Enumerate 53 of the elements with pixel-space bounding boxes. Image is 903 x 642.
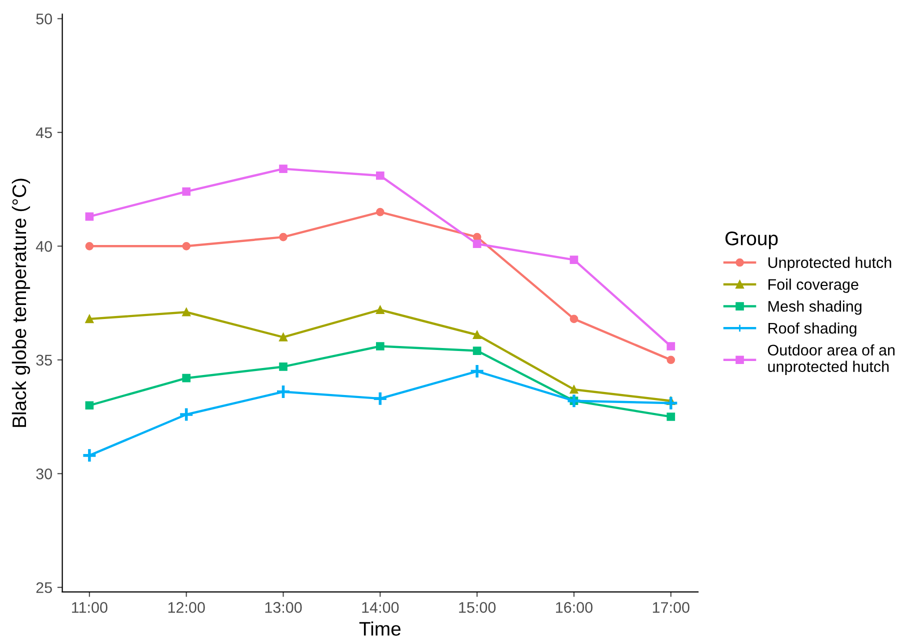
- point: [472, 346, 482, 355]
- x-tick-label: 14:00: [362, 602, 399, 613]
- point: [376, 208, 384, 216]
- x-tick-label: 15:00: [459, 602, 496, 613]
- y-tick-label: 40: [36, 241, 52, 252]
- point: [570, 314, 578, 324]
- point: [279, 164, 288, 173]
- point: [279, 332, 288, 342]
- y-tick-label: 35: [36, 354, 52, 366]
- point: [182, 308, 191, 316]
- point: [472, 240, 482, 248]
- point: [85, 314, 94, 324]
- point: [566, 393, 582, 408]
- point: [376, 171, 384, 180]
- point: [182, 187, 191, 196]
- point: [376, 306, 384, 314]
- point: [182, 374, 191, 382]
- x-tick-label: 13:00: [265, 602, 302, 613]
- x-axis-title: Time: [359, 621, 401, 636]
- x-tick-label: 16:00: [556, 602, 592, 613]
- point: [178, 406, 194, 422]
- point: [82, 448, 98, 464]
- legend-label: Outdoor area of an unprotected hutch: [768, 344, 895, 376]
- point: [372, 390, 388, 406]
- point: [85, 212, 94, 221]
- point: [570, 385, 578, 394]
- y-tick-label: 25: [36, 582, 52, 594]
- y-axis-title: Black globe temperature (°C): [12, 178, 30, 427]
- legend-label: Unprotected hutch: [768, 256, 892, 272]
- point: [663, 395, 679, 411]
- point: [666, 356, 676, 364]
- point: [182, 242, 191, 250]
- point: [85, 242, 94, 250]
- y-tick-label: 50: [36, 14, 52, 24]
- point: [279, 362, 288, 371]
- point: [276, 384, 291, 400]
- x-tick-label: 12:00: [168, 602, 205, 613]
- point: [666, 412, 676, 421]
- point: [279, 232, 288, 242]
- point: [469, 364, 485, 379]
- point: [376, 342, 384, 350]
- x-tick-label: 11:00: [72, 602, 108, 613]
- point: [570, 256, 578, 264]
- y-tick-label: 45: [36, 127, 52, 138]
- legend-label: Roof shading: [768, 322, 856, 337]
- legend-label: Foil coverage: [768, 278, 858, 293]
- y-tick-label: 30: [36, 468, 52, 480]
- point: [666, 342, 676, 350]
- point: [85, 401, 94, 410]
- point: [472, 330, 482, 340]
- legend-label: Mesh shading: [768, 300, 862, 315]
- legend-title: Group: [725, 232, 778, 250]
- x-tick-label: 17:00: [652, 602, 690, 613]
